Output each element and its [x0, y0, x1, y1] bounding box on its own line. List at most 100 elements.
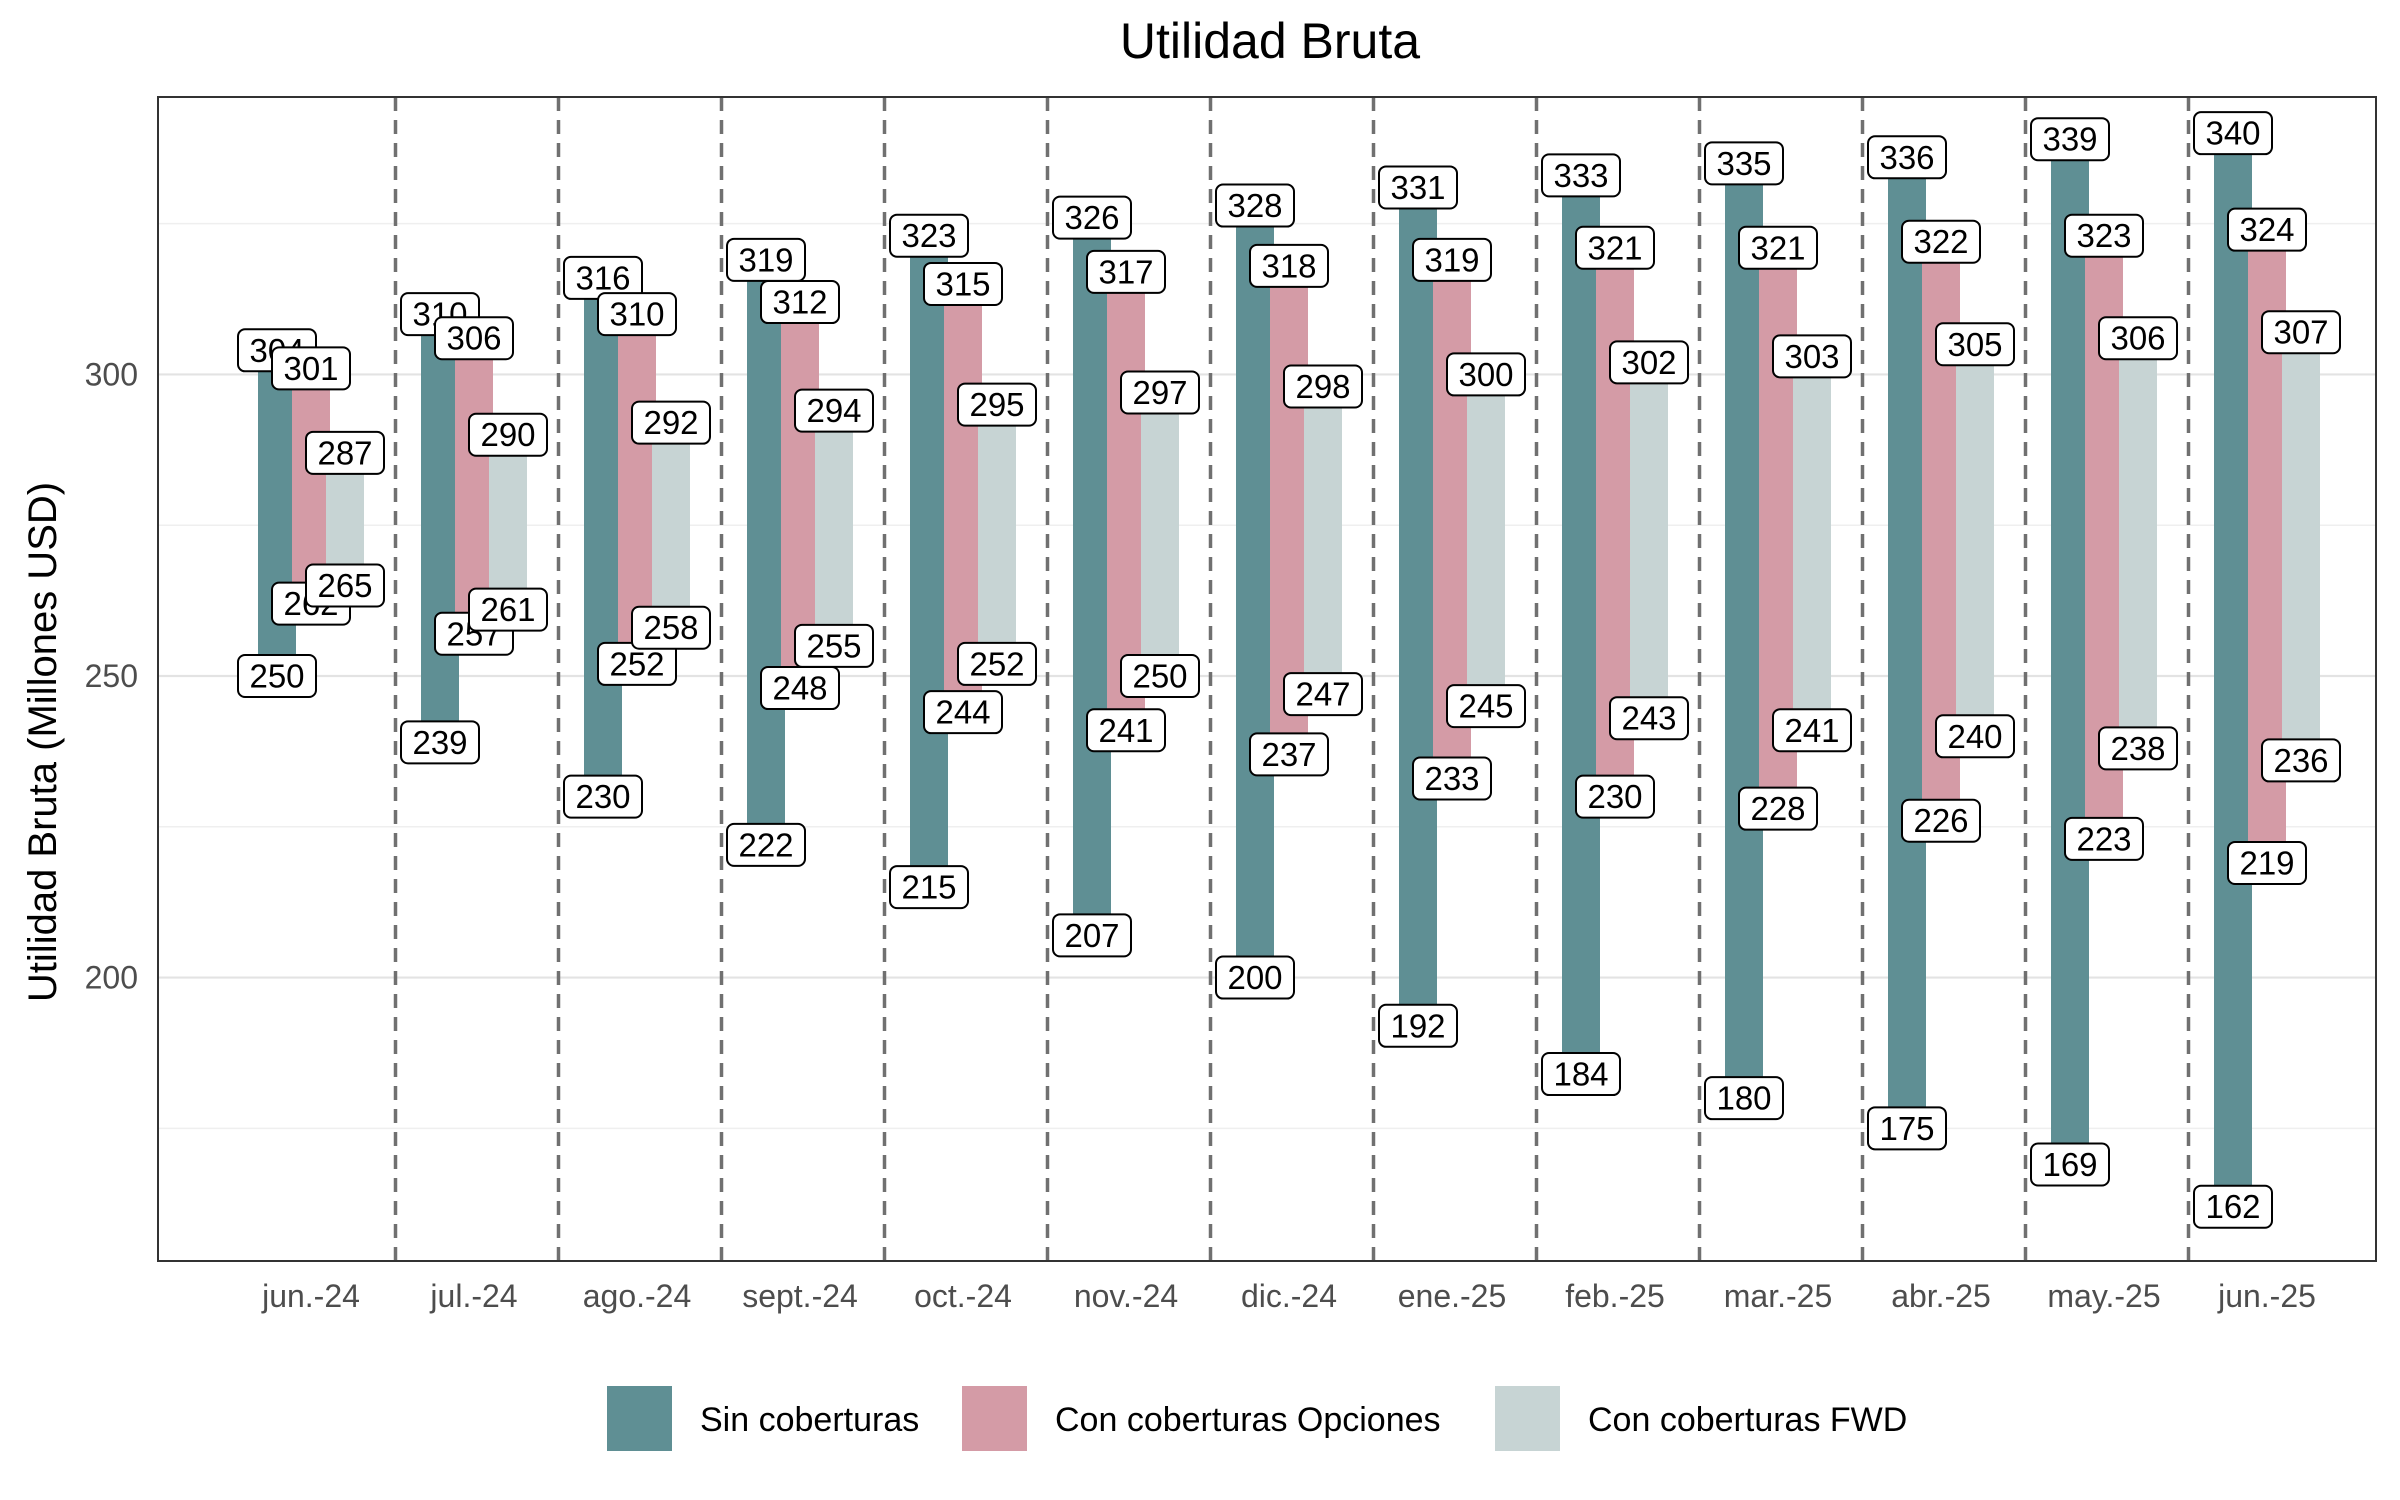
- data-label-box: [1249, 732, 1329, 777]
- legend-item: Sin coberturas: [607, 1386, 919, 1451]
- data-label-text: 294: [806, 392, 861, 429]
- data-label-text: 306: [2110, 320, 2165, 357]
- range-bar: [1956, 344, 1994, 737]
- data-label-text: 241: [1784, 712, 1839, 749]
- data-label-text: 319: [1424, 241, 1479, 278]
- data-label-box: [1412, 237, 1492, 282]
- data-label: 323: [2064, 213, 2144, 258]
- data-label: 219: [2227, 840, 2307, 885]
- data-label: 180: [1704, 1076, 1784, 1121]
- data-label-box: [1738, 786, 1818, 831]
- range-bar: [2119, 338, 2157, 749]
- data-label-box: [631, 605, 711, 650]
- data-label: 300: [1446, 352, 1526, 397]
- data-label: 287: [305, 430, 385, 475]
- data-label-box: [631, 400, 711, 445]
- data-label-box: [1378, 165, 1458, 210]
- data-label-box: [2261, 310, 2341, 355]
- data-label-text: 303: [1784, 338, 1839, 375]
- data-label-box: [1120, 370, 1200, 415]
- y-axis-label: Utilidad Bruta (Millones USD): [21, 482, 65, 1002]
- data-label: 318: [1249, 243, 1329, 288]
- data-label-box: [1283, 364, 1363, 409]
- data-label: 207: [1052, 913, 1132, 958]
- data-label-text: 333: [1553, 157, 1608, 194]
- data-label-text: 323: [2076, 217, 2131, 254]
- data-label-box: [1215, 183, 1295, 228]
- data-label-box: [1446, 352, 1526, 397]
- data-label-box: [2064, 816, 2144, 861]
- data-label-box: [1575, 774, 1655, 819]
- data-label-text: 339: [2042, 121, 2097, 158]
- data-label-box: [1086, 249, 1166, 294]
- data-label: 301: [271, 346, 351, 391]
- data-label-text: 207: [1064, 917, 1119, 954]
- data-label: 321: [1738, 225, 1818, 270]
- data-label-box: [2261, 738, 2341, 783]
- data-label: 331: [1378, 165, 1458, 210]
- data-label-text: 326: [1064, 199, 1119, 236]
- x-tick-label: mar.-25: [1724, 1278, 1832, 1314]
- data-label-text: 323: [901, 217, 956, 254]
- data-label: 307: [2261, 310, 2341, 355]
- data-label-text: 265: [317, 567, 372, 604]
- data-label: 237: [1249, 732, 1329, 777]
- data-label: 317: [1086, 249, 1166, 294]
- legend: Sin coberturas Con coberturas Opciones Con…: [607, 1386, 1907, 1451]
- data-label: 319: [726, 237, 806, 282]
- data-label-box: [1120, 653, 1200, 698]
- data-label-text: 255: [806, 627, 861, 664]
- data-label: 241: [1086, 708, 1166, 753]
- data-label: 328: [1215, 183, 1295, 228]
- data-label-box: [305, 563, 385, 608]
- data-label-box: [1704, 141, 1784, 186]
- data-label: 295: [957, 382, 1037, 427]
- data-label: 228: [1738, 786, 1818, 831]
- data-labels-layer: 3042503102393162303192223232153262073282…: [237, 111, 2341, 1229]
- data-label-text: 312: [772, 284, 827, 321]
- data-label-box: [2098, 316, 2178, 361]
- data-label-text: 244: [935, 694, 990, 731]
- data-label-text: 302: [1621, 344, 1676, 381]
- data-label: 326: [1052, 195, 1132, 240]
- data-label: 294: [794, 388, 874, 433]
- data-label-box: [889, 213, 969, 258]
- data-label-text: 230: [1587, 778, 1642, 815]
- data-label: 233: [1412, 756, 1492, 801]
- data-label-text: 328: [1227, 187, 1282, 224]
- data-label-text: 228: [1750, 790, 1805, 827]
- data-label: 306: [2098, 316, 2178, 361]
- data-label-text: 247: [1295, 676, 1350, 713]
- x-tick-label: jun.-25: [2217, 1278, 2316, 1314]
- data-label-text: 252: [969, 645, 1024, 682]
- data-label-text: 321: [1750, 229, 1805, 266]
- plot-border: [157, 96, 2377, 1262]
- data-label-text: 233: [1424, 760, 1479, 797]
- data-label-text: 162: [2205, 1188, 2260, 1225]
- data-label-box: [2064, 213, 2144, 258]
- x-tick-labels: jun.-24 jul.-24 ago.-24 sept.-24 oct.-24 nov.…: [261, 1278, 2316, 1314]
- data-label-box: [1901, 219, 1981, 264]
- x-tick-label: feb.-25: [1565, 1278, 1665, 1314]
- data-label: 333: [1541, 153, 1621, 198]
- data-label: 323: [889, 213, 969, 258]
- data-label-text: 340: [2205, 115, 2260, 152]
- range-bar: [258, 350, 296, 676]
- data-label-box: [1901, 798, 1981, 843]
- data-label-box: [597, 292, 677, 337]
- x-tick-label: jun.-24: [261, 1278, 360, 1314]
- data-label-text: 239: [412, 724, 467, 761]
- data-label-box: [957, 382, 1037, 427]
- data-label-box: [1215, 955, 1295, 1000]
- data-label: 302: [1609, 340, 1689, 385]
- data-label-box: [563, 774, 643, 819]
- data-label: 169: [2030, 1142, 2110, 1187]
- data-label-text: 237: [1261, 736, 1316, 773]
- data-label: 162: [2193, 1184, 2273, 1229]
- data-label-text: 184: [1553, 1056, 1608, 1093]
- data-label-box: [1575, 225, 1655, 270]
- data-label: 184: [1541, 1052, 1621, 1097]
- data-label-text: 241: [1098, 712, 1153, 749]
- range-bar: [1236, 205, 1274, 978]
